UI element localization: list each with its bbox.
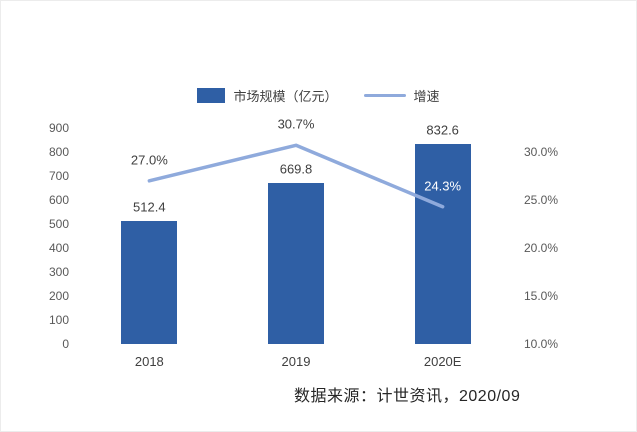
left-axis-tick-label: 400 xyxy=(48,241,69,255)
bar-2020E xyxy=(414,144,471,344)
right-axis-tick-label: 15.0% xyxy=(524,289,559,303)
legend-line-swatch-icon xyxy=(363,93,406,97)
line-value-label: 24.3% xyxy=(424,178,462,194)
bar-value-label: 669.8 xyxy=(279,161,313,177)
right-axis-tick-label: 25.0% xyxy=(524,193,559,207)
line-value-label: 27.0% xyxy=(130,152,168,168)
x-axis-category-label: 2019 xyxy=(281,354,311,369)
left-axis-tick-label: 100 xyxy=(48,313,69,327)
right-axis-tick-label: 10.0% xyxy=(524,337,559,351)
right-axis-tick-label: 30.0% xyxy=(524,145,559,159)
legend-bar-swatch-icon xyxy=(197,87,226,103)
left-axis-tick-label: 700 xyxy=(48,169,69,183)
left-axis-tick-label: 200 xyxy=(48,289,69,303)
x-axis-category-label: 2020E xyxy=(423,354,462,369)
left-axis-tick-label: 800 xyxy=(48,145,69,159)
left-axis-tick-label: 300 xyxy=(48,265,69,279)
bar-value-label: 512.4 xyxy=(133,199,166,215)
x-axis-category-label: 2018 xyxy=(134,354,164,369)
bar-value-label: 832.6 xyxy=(426,122,459,138)
line-value-label: 30.7% xyxy=(277,116,315,132)
left-axis-tick-label: 600 xyxy=(48,193,69,207)
data-source-note: 数据来源：计世资讯，2020/09 xyxy=(294,388,521,405)
bar-2018 xyxy=(121,221,178,344)
left-axis-tick-label: 900 xyxy=(48,121,69,135)
left-axis-tick-label: 0 xyxy=(62,337,69,351)
right-axis-tick-label: 20.0% xyxy=(524,241,559,255)
legend-bar-label: 市场规模（亿元） xyxy=(233,88,338,104)
legend-line-label: 增速 xyxy=(413,88,440,104)
left-axis-tick-label: 500 xyxy=(48,217,69,231)
chart-legend: 市场规模（亿元） 增速 xyxy=(1,85,636,105)
bar-2019 xyxy=(268,183,324,344)
